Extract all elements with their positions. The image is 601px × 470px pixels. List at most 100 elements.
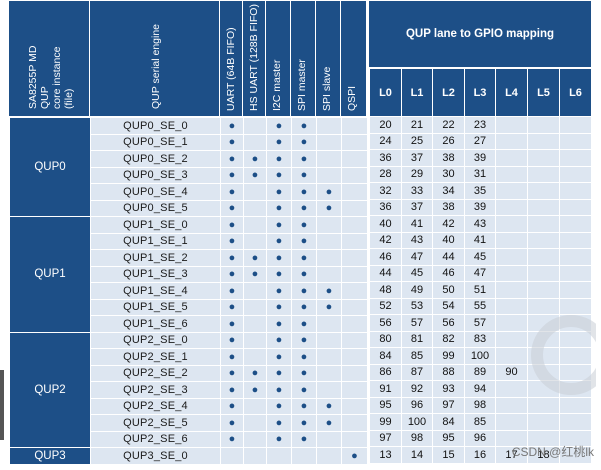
serial-engine-cell: QUP2_SE_4: [90, 397, 221, 415]
supported-dot-icon: ●: [300, 136, 308, 149]
gpio-cell: 46: [432, 264, 465, 282]
gpio-cell: [559, 396, 592, 414]
feature-support-cell: ●: [266, 150, 292, 168]
table-row: QUP0_SE_4 ● ● ● ●: [10, 183, 368, 201]
supported-dot-icon: ●: [300, 218, 308, 231]
gpio-cell: 20: [369, 116, 402, 134]
gpio-cell: 41: [464, 231, 496, 249]
gpio-cell: 93: [432, 380, 465, 398]
gpio-cell: 23: [464, 116, 496, 134]
gpio-cell: [559, 182, 592, 200]
gpio-cell: 84: [369, 347, 402, 365]
table-row: QUP3 QUP3_SE_0 ●: [9, 447, 368, 465]
gpio-cell: 99: [369, 413, 402, 431]
feature-support-cell: [316, 216, 342, 234]
feature-header-label: HS UART (128B FIFO): [248, 4, 260, 111]
supported-dot-icon: ●: [325, 400, 333, 413]
supported-dot-icon: ●: [228, 433, 236, 446]
gpio-cell: 29: [401, 165, 433, 183]
supported-dot-icon: ●: [300, 169, 308, 182]
gpio-cell: 95: [369, 396, 402, 414]
feature-support-cell: [243, 282, 267, 300]
feature-support-cell: ●: [266, 117, 292, 135]
supported-dot-icon: ●: [228, 284, 236, 297]
lane-header-l0: L0: [369, 68, 402, 117]
supported-dot-icon: ●: [351, 449, 358, 462]
lane-row: 13 14 15 16 17 18: [369, 446, 592, 464]
feature-support-cell: ●: [243, 265, 267, 283]
feature-support-cell: ●: [291, 249, 317, 267]
feature-support-cell: ●: [291, 265, 317, 283]
feature-support-cell: [341, 249, 368, 267]
feature-support-cell: ●: [220, 117, 244, 135]
table-row: QUP1_SE_1 ● ● ●: [10, 232, 368, 250]
feature-support-cell: ●: [291, 166, 317, 184]
supported-dot-icon: ●: [300, 152, 308, 165]
lane-mapping-header: QUP lane to GPIO mapping: [369, 1, 591, 67]
gpio-cell: 28: [369, 165, 402, 183]
table-row: QUP1 QUP1_SE_0 ● ● ●: [9, 216, 368, 333]
feature-support-cell: ●: [266, 348, 292, 366]
serial-engine-cell: QUP0_SE_5: [90, 199, 221, 217]
feature-support-cell: [341, 414, 368, 432]
supported-dot-icon: ●: [275, 235, 283, 248]
supported-dot-icon: ●: [300, 185, 308, 198]
feature-support-cell: ●: [266, 216, 292, 234]
gpio-cell: 98: [464, 396, 496, 414]
feature-support-cell: ●: [220, 249, 244, 267]
core-instance-cell: QUP3: [9, 447, 91, 465]
feature-support-cell: [243, 430, 267, 448]
supported-dot-icon: ●: [300, 268, 308, 281]
serial-engine-cell: QUP2_SE_2: [90, 364, 221, 382]
feature-support-cell: [243, 331, 267, 349]
gpio-cell: 36: [369, 149, 402, 167]
gpio-cell: [527, 182, 560, 200]
gpio-cell: 33: [401, 182, 433, 200]
serial-engine-cell: QUP0_SE_2: [90, 150, 221, 168]
serial-engine-cell: QUP1_SE_1: [90, 232, 221, 250]
feature-support-cell: ●: [220, 331, 244, 349]
feature-support-cell: ●: [291, 133, 317, 151]
feature-support-cell: [341, 133, 368, 151]
supported-dot-icon: ●: [300, 301, 308, 314]
supported-dot-icon: ●: [275, 136, 283, 149]
serial-engine-cell: QUP2_SE_1: [90, 348, 221, 366]
gpio-cell: 38: [432, 149, 465, 167]
feature-support-cell: ●: [243, 150, 267, 168]
gpio-cell: 42: [432, 215, 465, 233]
feature-support-cell: ●: [291, 282, 317, 300]
feature-support-cell: ●: [243, 166, 267, 184]
feature-support-cell: [316, 249, 342, 267]
supported-dot-icon: ●: [228, 152, 236, 165]
feature-support-cell: ●: [220, 166, 244, 184]
feature-support-cell: ●: [220, 150, 244, 168]
supported-dot-icon: ●: [228, 301, 236, 314]
gpio-cell: 96: [464, 429, 496, 447]
feature-support-cell: ●: [220, 315, 244, 333]
gpio-cell: [527, 165, 560, 183]
gpio-cell: 41: [401, 215, 433, 233]
gpio-cell: 82: [432, 330, 465, 348]
supported-dot-icon: ●: [275, 400, 283, 413]
table-row: QUP1_SE_4 ● ● ● ●: [10, 282, 368, 300]
feature-support-cell: [341, 364, 368, 382]
serial-engine-cell: QUP1_SE_2: [90, 249, 221, 267]
feature-headers: UART (64B FIFO) HS UART (128B FIFO) I2C ma…: [220, 1, 367, 116]
feature-support-cell: ●: [243, 381, 267, 399]
lane-row: 44 45 46 47: [369, 264, 592, 282]
gpio-cell: [527, 132, 560, 150]
lane-row: 36 37 38 39: [369, 198, 592, 216]
supported-dot-icon: ●: [300, 317, 308, 330]
faint-logo-mark: [531, 315, 596, 395]
feature-support-cell: [220, 447, 244, 465]
supported-dot-icon: ●: [300, 334, 308, 347]
gpio-cell: [527, 248, 560, 266]
gpio-cell: [559, 116, 592, 134]
supported-dot-icon: ●: [228, 169, 236, 182]
gpio-cell: [527, 116, 560, 134]
supported-dot-icon: ●: [325, 416, 333, 429]
gpio-cell: 37: [401, 198, 433, 216]
gpio-cell: 37: [401, 149, 433, 167]
feature-support-cell: ●: [220, 183, 244, 201]
gpio-cell: [559, 132, 592, 150]
